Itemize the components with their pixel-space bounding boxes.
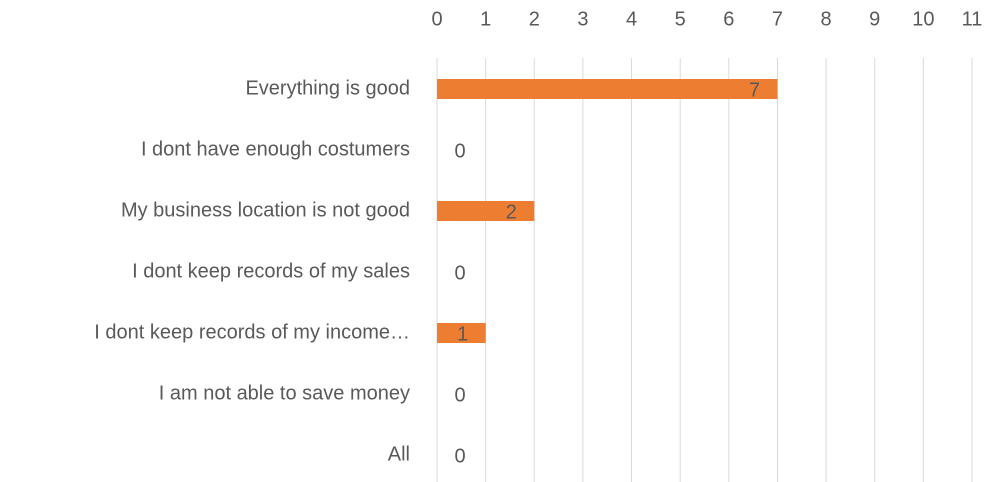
x-tick-label: 8	[821, 8, 832, 30]
data-label: 7	[749, 79, 760, 101]
data-label: 0	[454, 140, 465, 162]
y-tick-label: Everything is good	[245, 77, 410, 99]
x-tick-label: 5	[675, 8, 686, 30]
x-tick-label: 10	[912, 8, 934, 30]
data-label: 0	[454, 445, 465, 467]
y-tick-label: I dont have enough costumers	[141, 138, 410, 160]
y-tick-label: All	[388, 443, 410, 465]
bar	[437, 79, 778, 99]
x-tick-label: 7	[772, 8, 783, 30]
data-label: 0	[454, 262, 465, 284]
x-tick-label: 6	[723, 8, 734, 30]
y-tick-label: I am not able to save money	[159, 382, 410, 404]
x-tick-label: 2	[529, 8, 540, 30]
data-label: 1	[457, 323, 468, 345]
x-tick-label: 4	[626, 8, 637, 30]
bar	[437, 323, 486, 343]
data-label: 2	[506, 201, 517, 223]
x-tick-label: 0	[431, 8, 442, 30]
x-tick-label: 1	[480, 8, 491, 30]
x-tick-label: 9	[869, 8, 880, 30]
x-tick-label: 11	[962, 8, 983, 30]
bar	[437, 201, 535, 221]
y-tick-label: I dont keep records of my sales	[132, 260, 410, 282]
y-tick-label: My business location is not good	[121, 199, 410, 221]
x-tick-label: 3	[577, 8, 588, 30]
data-label: 0	[454, 384, 465, 406]
y-tick-label: I dont keep records of my income…	[94, 321, 410, 343]
